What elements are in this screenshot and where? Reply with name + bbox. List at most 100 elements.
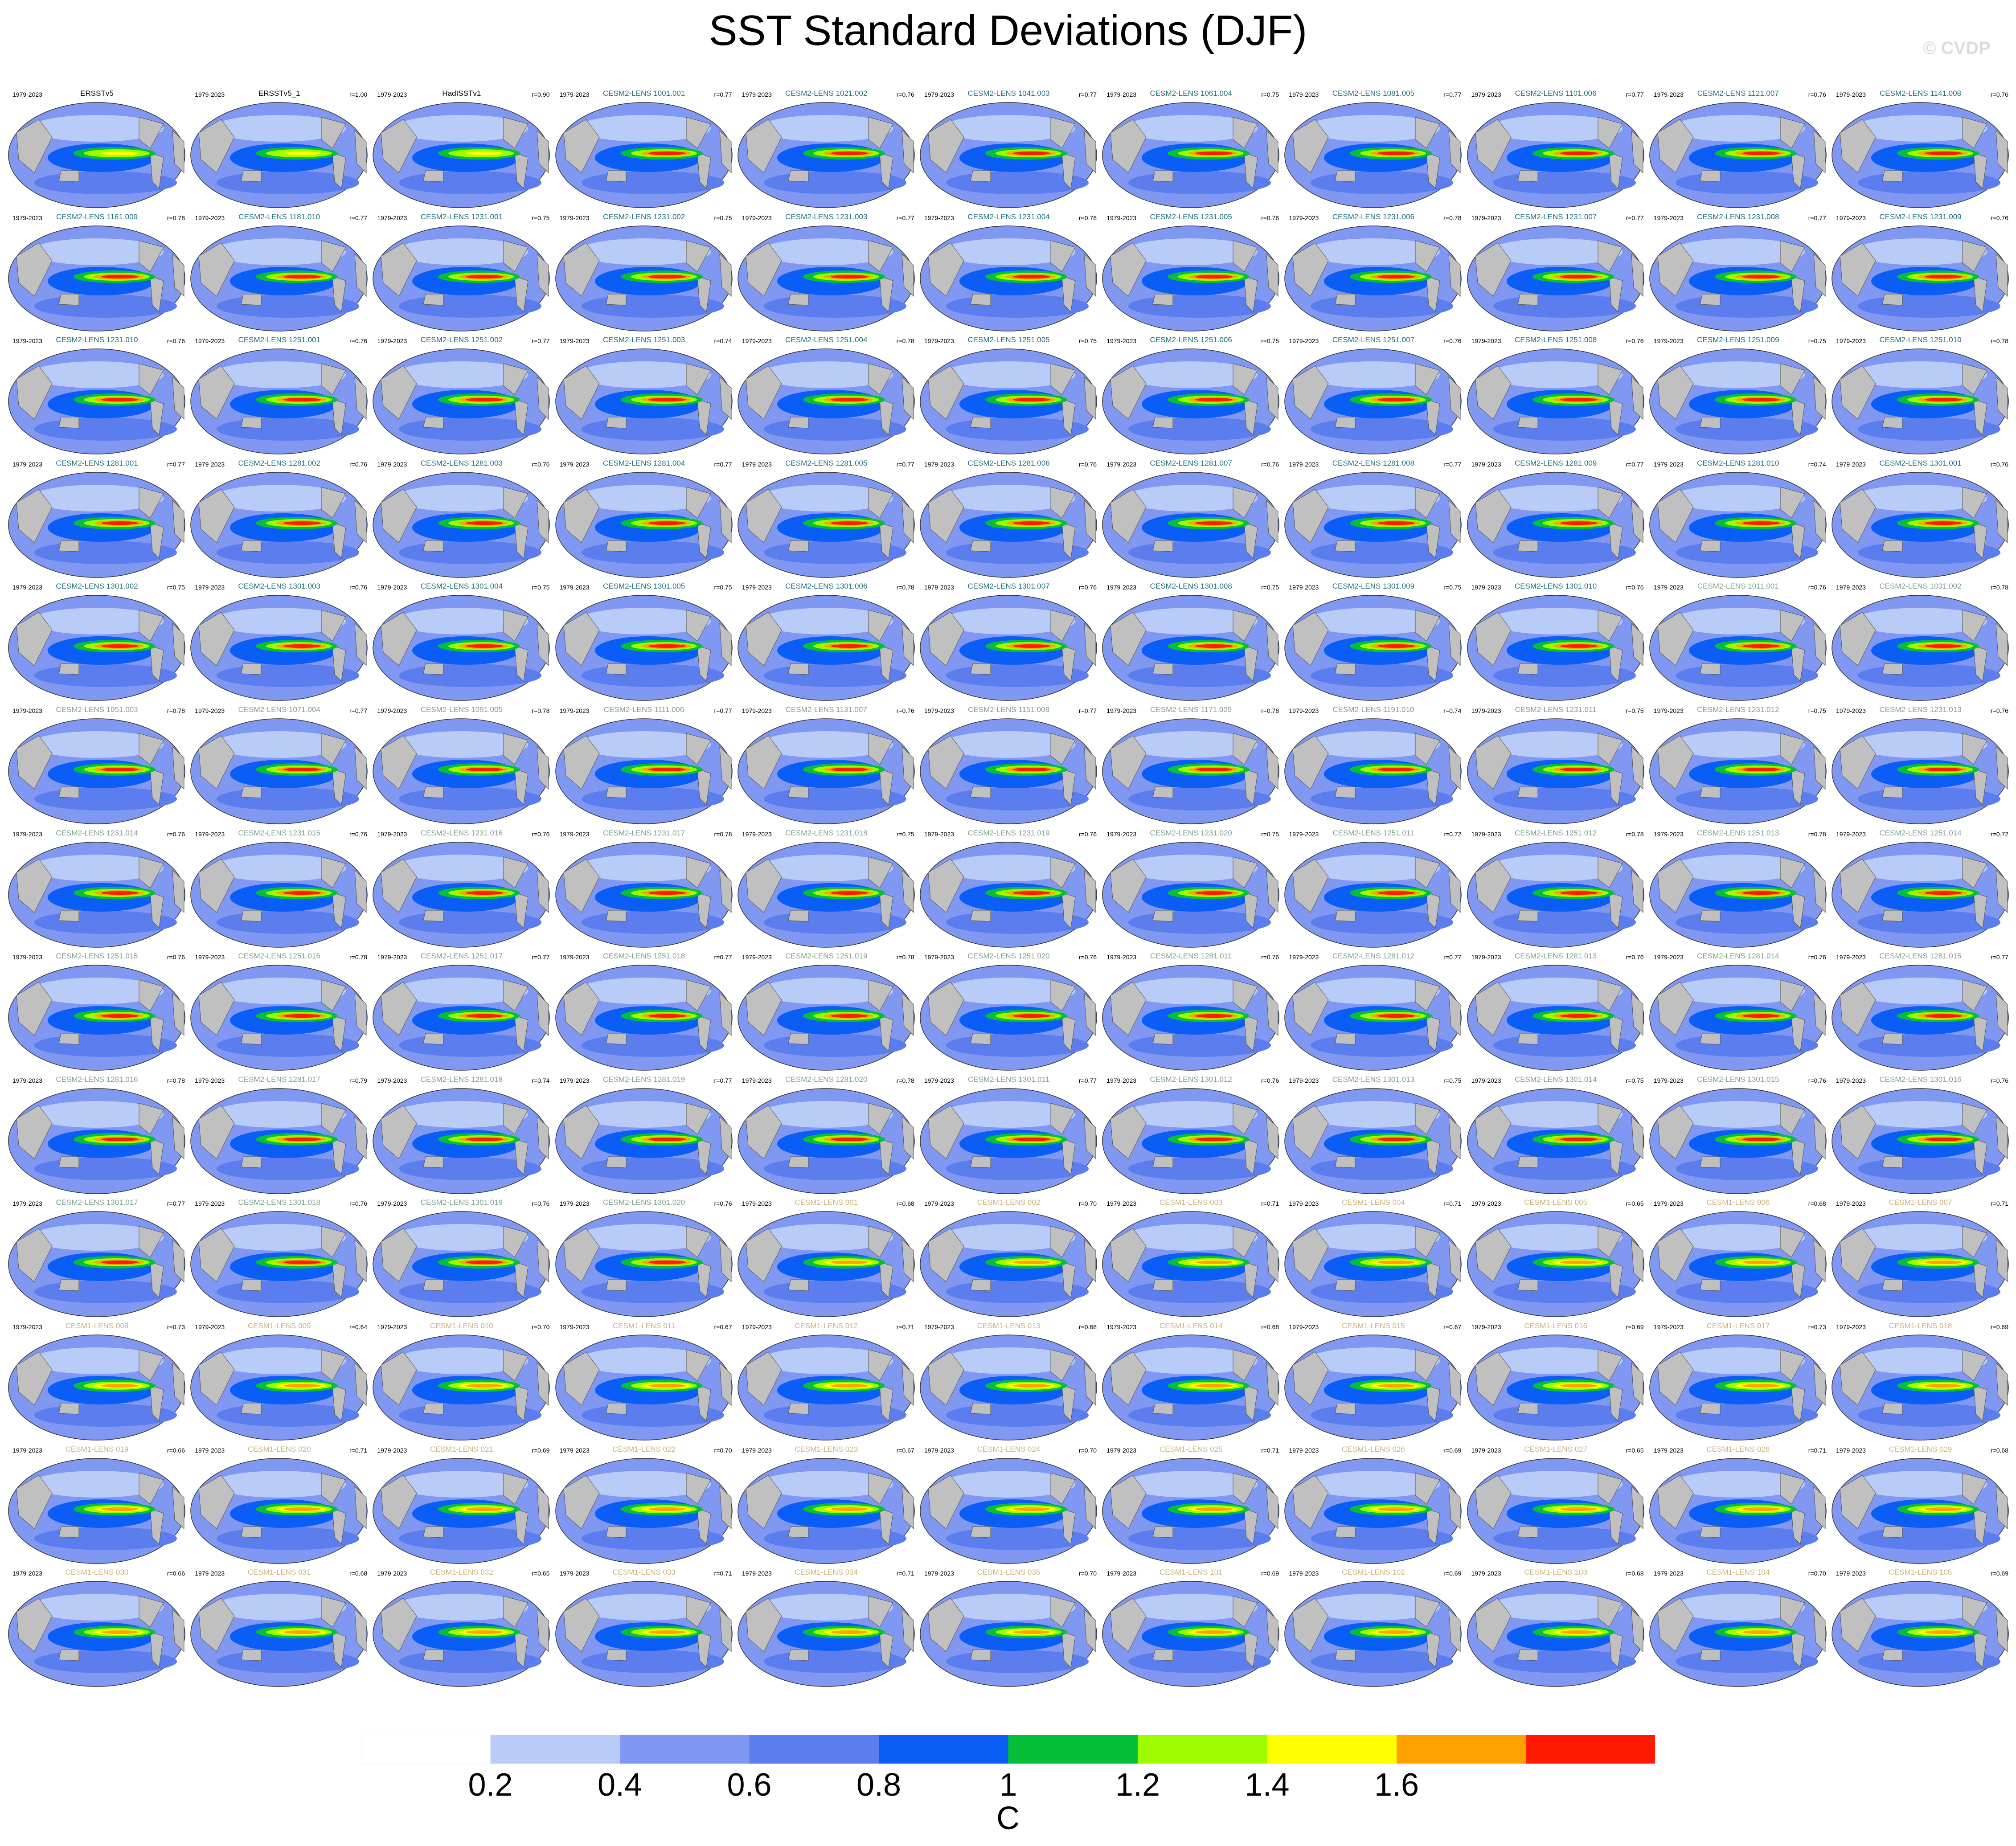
north-ocean-low-variability — [212, 238, 346, 265]
panel-period: 1979-2023 — [924, 1446, 954, 1454]
panel-title: CESM2-LENS 1231.013 — [1879, 705, 1962, 714]
land-asia-australia — [1292, 119, 1329, 173]
land-australia — [605, 786, 627, 798]
panel-period: 1979-2023 — [742, 1446, 772, 1454]
panel-title: CESM1-LENS 016 — [1524, 1322, 1587, 1330]
enso-tongue-core — [648, 398, 686, 402]
panel-title: CESM2-LENS 1301.019 — [420, 1198, 503, 1207]
panel-title: HadISSTv1 — [442, 89, 481, 98]
panel-title: CESM2-LENS 1281.018 — [420, 1075, 503, 1084]
enso-tongue-core — [466, 644, 504, 648]
panel-period: 1979-2023 — [1836, 584, 1866, 591]
land-north-america — [1598, 1472, 1623, 1505]
land-australia — [58, 1526, 79, 1538]
land-asia-australia — [198, 735, 235, 790]
north-ocean-low-variability — [577, 1347, 711, 1374]
land-australia — [1517, 1526, 1538, 1538]
enso-tongue-core — [1560, 891, 1598, 895]
land-asia-australia — [1110, 982, 1147, 1036]
land-asia-australia — [1475, 612, 1512, 667]
panel-correlation: r=0.76 — [349, 1200, 368, 1207]
north-ocean-low-variability — [212, 1224, 346, 1251]
land-south-america — [514, 1631, 529, 1668]
land-australia — [423, 786, 444, 798]
panel-correlation: r=0.77 — [714, 954, 732, 961]
panel-period: 1979-2023 — [1106, 1076, 1137, 1084]
panel-title: CESM2-LENS 1281.010 — [1697, 458, 1779, 467]
land-asia-australia — [1110, 1105, 1147, 1159]
panel-period: 1979-2023 — [1471, 337, 1501, 345]
map-panel: 1979-2023 CESM2-LENS 1301.012 r=0.76 — [1099, 1075, 1283, 1198]
panel-period: 1979-2023 — [1471, 954, 1501, 961]
land-south-america — [332, 1138, 346, 1175]
sst-std-map — [1467, 225, 1644, 332]
map-panel: 1979-2023 CESM2-LENS 1001.001 r=0.77 — [553, 89, 736, 212]
land-north-america — [1962, 1596, 1987, 1628]
sst-std-map — [190, 595, 368, 701]
enso-tongue-core — [101, 1137, 139, 1141]
enso-tongue-core — [1377, 151, 1415, 155]
colorbar-units: C — [996, 1801, 1020, 1836]
panel-period: 1979-2023 — [742, 1076, 772, 1084]
land-africa — [1631, 746, 1643, 790]
enso-tongue-core — [1742, 151, 1780, 155]
panel-title: CESM2-LENS 1231.020 — [1150, 828, 1232, 837]
land-africa — [1448, 1486, 1461, 1529]
land-north-america — [321, 856, 346, 888]
panel-period: 1979-2023 — [924, 584, 954, 591]
land-australia — [605, 1649, 627, 1661]
land-asia-australia — [1840, 242, 1876, 297]
land-north-america — [1962, 117, 1987, 149]
land-south-america — [879, 152, 893, 189]
panel-title: CESM2-LENS 1071.004 — [238, 705, 320, 714]
panel-correlation: r=0.77 — [1626, 460, 1644, 468]
panel-period: 1979-2023 — [1106, 954, 1137, 961]
sst-std-map — [738, 1581, 915, 1687]
north-ocean-low-variability — [759, 1470, 893, 1498]
north-ocean-low-variability — [212, 978, 346, 1005]
map-panel: 1979-2023 CESM2-LENS 1231.018 r=0.75 — [735, 829, 918, 951]
north-ocean-low-variability — [1671, 484, 1805, 512]
sst-std-map — [190, 718, 368, 824]
map-panel: 1979-2023 CESM1-LENS 103 r=0.68 — [1464, 1568, 1647, 1690]
sst-std-map — [8, 1211, 185, 1318]
north-ocean-low-variability — [942, 115, 1075, 142]
sst-std-map — [1102, 965, 1279, 1071]
enso-tongue-core — [1377, 398, 1415, 402]
panel-period: 1979-2023 — [1289, 337, 1319, 345]
map-panel: 1979-2023 CESM2-LENS 1231.004 r=0.78 — [917, 213, 1100, 335]
panel-correlation: r=0.76 — [1808, 91, 1826, 98]
north-ocean-low-variability — [942, 238, 1075, 265]
enso-tongue-core — [648, 274, 686, 278]
north-ocean-low-variability — [1671, 731, 1805, 758]
land-asia-australia — [1657, 735, 1694, 790]
land-asia-australia — [381, 489, 417, 543]
north-ocean-low-variability — [1306, 608, 1440, 635]
land-north-america — [868, 487, 893, 519]
colorbar-swatch — [1008, 1735, 1138, 1764]
land-asia-australia — [198, 858, 235, 913]
land-south-america — [697, 769, 711, 806]
enso-tongue-core — [101, 521, 139, 525]
panel-period: 1979-2023 — [195, 830, 225, 838]
panel-correlation: r=0.76 — [167, 954, 185, 961]
enso-tongue-core — [648, 1137, 686, 1141]
land-australia — [1700, 1649, 1721, 1661]
land-south-america — [697, 1385, 711, 1422]
land-africa — [1996, 992, 2008, 1036]
land-australia — [1700, 540, 1721, 552]
land-asia-australia — [381, 1474, 417, 1529]
panel-title: ERSSTv5 — [80, 89, 114, 98]
map-panel: 1979-2023 CESM1-LENS 016 r=0.69 — [1464, 1322, 1647, 1444]
enso-tongue-core — [466, 768, 504, 771]
land-asia-australia — [563, 612, 600, 667]
enso-tongue-core — [1195, 1384, 1233, 1388]
land-south-america — [1973, 1385, 1987, 1422]
sst-std-map — [738, 102, 915, 208]
land-australia — [1335, 1279, 1356, 1291]
land-north-america — [503, 979, 529, 1011]
sst-std-map — [8, 595, 185, 701]
land-north-america — [1050, 487, 1076, 519]
panel-correlation: r=0.65 — [1626, 1446, 1644, 1454]
land-south-america — [1609, 1261, 1623, 1298]
